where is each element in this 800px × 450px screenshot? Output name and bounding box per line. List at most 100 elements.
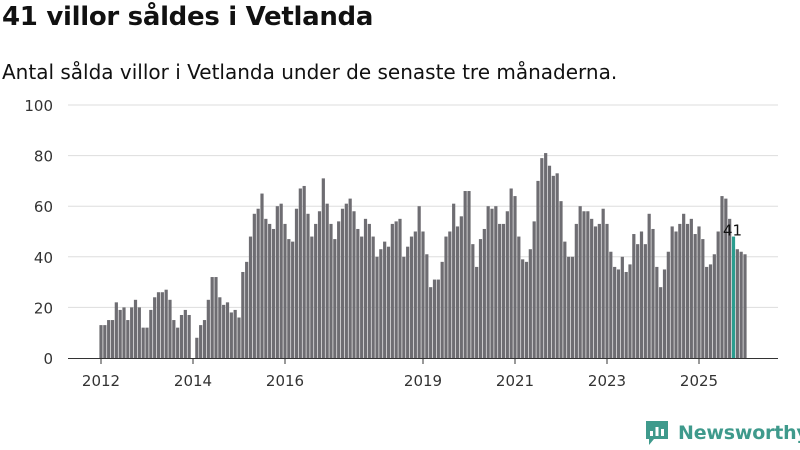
x-tick-label: 2025 — [680, 372, 718, 390]
bar — [333, 239, 337, 358]
bar — [574, 223, 578, 358]
bar — [145, 327, 149, 358]
bar — [674, 231, 678, 358]
bar — [616, 269, 621, 358]
bar — [563, 241, 567, 358]
bar — [275, 206, 279, 358]
bar — [356, 228, 360, 358]
bar — [590, 218, 594, 358]
chart-subtitle: Antal sålda villor i Vetlanda under de s… — [2, 60, 618, 84]
bar — [291, 241, 295, 358]
x-axis-ticks: 2012 2014 2016 2019 2021 2023 2025 — [82, 358, 718, 390]
bar — [214, 277, 218, 358]
bar — [425, 254, 429, 358]
bar — [636, 244, 640, 358]
bar — [720, 196, 724, 358]
bar — [735, 249, 739, 358]
bar — [528, 249, 532, 358]
bar — [501, 223, 506, 358]
bar — [107, 320, 111, 358]
brand-name: Newsworthy — [678, 422, 800, 444]
bar — [287, 239, 291, 358]
y-axis-ticks: 0 20 40 60 80 100 — [24, 97, 53, 368]
bar — [130, 307, 134, 358]
bar — [340, 208, 345, 358]
bar — [567, 256, 571, 358]
bar — [547, 165, 552, 358]
bar — [375, 256, 379, 358]
bar — [179, 314, 184, 358]
bar — [314, 223, 318, 358]
bar — [222, 304, 226, 358]
bar — [739, 251, 743, 358]
bar — [670, 226, 674, 358]
bar — [620, 256, 624, 358]
bar — [241, 271, 245, 358]
bar — [413, 231, 417, 358]
x-tick-label: 2019 — [404, 372, 442, 390]
y-tick-label: 20 — [34, 299, 53, 317]
bar — [417, 206, 421, 358]
bar — [682, 213, 686, 358]
bar — [639, 231, 644, 358]
y-tick-label: 80 — [34, 148, 53, 166]
bar — [271, 228, 276, 358]
bar — [110, 320, 115, 358]
bar — [475, 266, 479, 358]
bar — [168, 299, 172, 358]
bar — [298, 188, 302, 358]
bars — [99, 153, 747, 358]
bar — [118, 309, 122, 358]
bar — [601, 208, 605, 358]
x-tick-label: 2016 — [266, 372, 304, 390]
annotations: 41 — [723, 221, 742, 239]
bar — [225, 302, 230, 358]
bar — [172, 320, 176, 358]
bar — [613, 266, 617, 358]
bar — [494, 206, 498, 358]
bar — [440, 261, 444, 358]
bar — [448, 231, 452, 358]
bar — [294, 208, 299, 358]
bar — [394, 221, 398, 358]
bar — [409, 236, 414, 358]
bar — [164, 289, 168, 358]
bar — [160, 292, 164, 358]
bar — [210, 277, 214, 358]
bar — [544, 153, 548, 358]
y-tick-label: 100 — [24, 97, 53, 115]
bar — [398, 218, 402, 358]
bar — [344, 203, 348, 358]
bar — [555, 173, 559, 358]
bar — [202, 320, 207, 358]
bar — [659, 287, 663, 358]
bar — [486, 206, 490, 358]
bar — [463, 191, 467, 358]
bar — [647, 213, 651, 358]
bar — [662, 269, 667, 358]
bar — [593, 226, 598, 358]
bar — [237, 317, 241, 358]
bar — [325, 203, 329, 358]
bar — [126, 320, 130, 358]
bar — [471, 244, 475, 358]
bar — [685, 223, 690, 358]
bar — [421, 231, 425, 358]
bar — [712, 254, 716, 358]
bar — [551, 175, 555, 358]
bar — [99, 325, 103, 358]
bar — [195, 337, 199, 358]
bar — [697, 226, 701, 358]
bar — [655, 266, 659, 358]
bar — [666, 251, 670, 358]
bar — [651, 228, 655, 358]
bar — [693, 234, 697, 358]
newsworthy-logo[interactable]: Newsworthy — [644, 419, 800, 447]
bar — [708, 264, 713, 358]
x-tick-label: 2014 — [174, 372, 212, 390]
bar — [436, 279, 440, 358]
bar — [153, 297, 157, 358]
bar — [329, 223, 333, 358]
y-tick-label: 40 — [34, 249, 53, 267]
